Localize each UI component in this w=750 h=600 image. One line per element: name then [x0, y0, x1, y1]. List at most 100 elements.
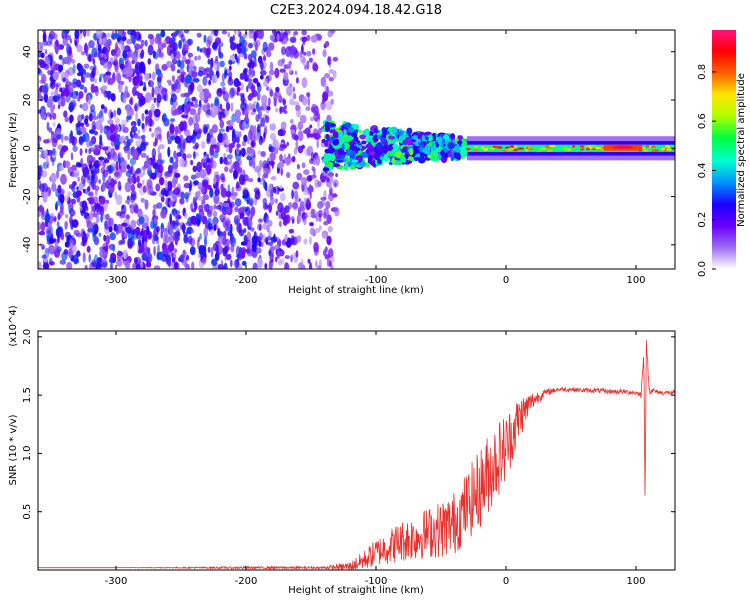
noise-blob [236, 254, 241, 259]
noise-blob [94, 185, 100, 191]
noise-blob [81, 114, 84, 120]
noise-blob [267, 220, 273, 227]
noise-blob [151, 148, 157, 159]
noise-blob [191, 261, 195, 269]
noise-blob [207, 58, 211, 65]
noise-blob [312, 48, 316, 55]
noise-blob [262, 197, 268, 205]
noise-blob [228, 59, 233, 65]
noise-blob [99, 73, 106, 78]
noise-blob [275, 210, 279, 216]
noise-blob [201, 140, 206, 149]
noise-blob [147, 80, 155, 88]
noise-blob [130, 183, 136, 192]
noise-blob [72, 63, 76, 75]
noise-blob [226, 253, 232, 261]
noise-blob [268, 69, 275, 76]
signal-blob [424, 146, 431, 152]
noise-blob [141, 122, 145, 130]
noise-blob [137, 34, 142, 40]
noise-blob [103, 157, 108, 163]
noise-blob [225, 204, 231, 215]
noise-blob [252, 262, 258, 269]
noise-blob [297, 206, 302, 217]
noise-blob [274, 198, 278, 204]
noise-blob [192, 103, 199, 108]
noise-blob [296, 109, 302, 118]
noise-blob [160, 195, 165, 203]
noise-blob [286, 263, 290, 269]
signal-blob [329, 136, 336, 141]
signal-blob [350, 145, 358, 151]
noise-blob [274, 244, 280, 250]
noise-blob [147, 254, 151, 263]
noise-blob [141, 134, 146, 140]
snr-x-tick-label: 100 [626, 576, 645, 587]
noise-blob [108, 244, 112, 249]
noise-blob [272, 186, 277, 194]
noise-blob [84, 42, 88, 54]
signal-blob [447, 141, 455, 150]
noise-blob [198, 66, 205, 71]
signal-blob [358, 145, 362, 150]
signal-blob [390, 126, 398, 134]
noise-blob [158, 177, 165, 186]
noise-blob [71, 164, 77, 172]
noise-blob [213, 204, 217, 210]
noise-blob [124, 181, 132, 193]
noise-blob [197, 182, 203, 190]
snr-y-tick-label: 1.0 [22, 445, 33, 461]
carrier-blob [579, 145, 585, 148]
noise-blob [218, 244, 223, 253]
noise-blob [183, 30, 190, 34]
spectrogram-x-tick-label: 100 [626, 275, 645, 286]
noise-blob [84, 118, 89, 125]
noise-blob [293, 147, 298, 155]
noise-blob [202, 76, 208, 86]
noise-blob [280, 167, 284, 176]
noise-blob [254, 43, 258, 52]
noise-blob [306, 34, 311, 42]
noise-blob [240, 101, 247, 112]
noise-blob [132, 76, 139, 86]
noise-blob [259, 106, 264, 111]
noise-blob [185, 254, 190, 261]
noise-blob [222, 202, 230, 207]
signal-blob [405, 160, 413, 164]
noise-blob [328, 77, 334, 82]
noise-blob [202, 256, 207, 265]
noise-blob [57, 104, 61, 109]
noise-blob [208, 128, 214, 139]
noise-blob [64, 220, 69, 229]
signal-blob [341, 143, 345, 151]
noise-blob [219, 60, 225, 68]
noise-blob [70, 152, 74, 161]
noise-blob [246, 199, 250, 205]
noise-blob [297, 130, 304, 142]
peak-core [613, 145, 633, 149]
noise-blob [82, 102, 89, 112]
noise-blob [315, 227, 321, 234]
carrier-blob [480, 146, 485, 149]
noise-blob [52, 68, 55, 74]
noise-blob [59, 231, 64, 240]
noise-blob [173, 261, 179, 269]
carrier-blob [517, 147, 525, 150]
noise-blob [219, 111, 226, 117]
noise-blob [245, 113, 249, 121]
noise-blob [248, 219, 253, 227]
noise-blob [123, 251, 127, 260]
noise-blob [38, 231, 46, 236]
noise-blob [327, 172, 334, 177]
signal-blob [428, 141, 433, 147]
noise-blob [182, 250, 187, 256]
noise-blob [246, 85, 249, 93]
noise-blob [276, 250, 283, 256]
noise-blob [228, 65, 232, 71]
noise-blob [77, 96, 81, 102]
noise-blob [147, 58, 152, 65]
noise-blob [325, 100, 333, 111]
noise-blob [197, 236, 201, 242]
noise-blob [152, 237, 156, 245]
noise-blob [122, 50, 128, 59]
